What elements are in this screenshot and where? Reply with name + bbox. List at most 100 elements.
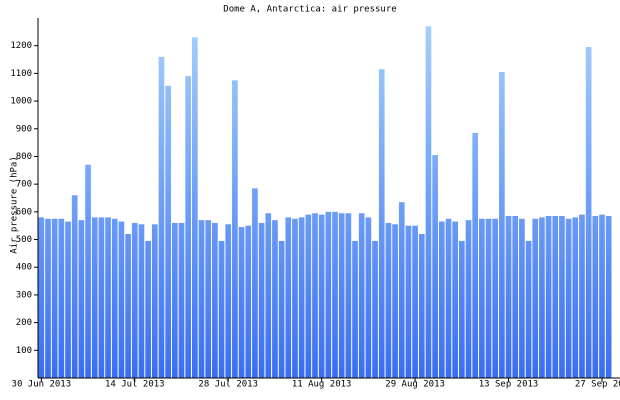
x-tick-label: 13 Sep 2013 <box>479 380 539 390</box>
bar <box>585 47 592 378</box>
bar <box>479 218 485 378</box>
bar <box>111 218 118 378</box>
bar <box>592 216 599 378</box>
bar <box>505 216 512 378</box>
bar <box>458 240 465 378</box>
y-tick-label: 700 <box>16 180 32 190</box>
bar <box>192 37 198 379</box>
x-tick-label: 29 Aug 2013 <box>385 380 445 390</box>
bar <box>138 224 145 378</box>
x-tick-label: 28 Jul 2013 <box>198 380 258 390</box>
bar <box>232 80 238 379</box>
bar <box>445 218 452 378</box>
bar <box>285 217 292 378</box>
bar <box>545 216 552 378</box>
bar <box>58 218 65 378</box>
bar <box>98 217 105 378</box>
bar <box>385 222 392 378</box>
bar <box>298 217 305 378</box>
bar <box>151 224 158 378</box>
bar <box>358 213 365 378</box>
y-tick-label: 200 <box>16 318 32 328</box>
bar <box>205 220 212 378</box>
bar <box>599 214 605 378</box>
bar <box>185 76 192 379</box>
chart-title: Dome A, Antarctica: air pressure <box>223 5 396 15</box>
bar <box>519 218 525 378</box>
bar <box>131 222 138 378</box>
bar <box>465 220 472 378</box>
bar <box>38 217 45 378</box>
y-tick-label: 1200 <box>10 41 32 51</box>
bar <box>565 218 572 378</box>
y-tick-label: 900 <box>16 124 32 134</box>
bar <box>178 222 185 378</box>
bar <box>338 213 345 378</box>
bar <box>425 26 432 379</box>
bar <box>365 217 372 378</box>
bar <box>372 240 378 378</box>
bar <box>278 240 285 378</box>
bar <box>318 214 325 378</box>
bar <box>45 218 51 378</box>
x-tick-label: 27 Sep 201 <box>575 380 620 390</box>
bar <box>165 85 171 378</box>
bar <box>65 221 71 378</box>
bar <box>171 222 178 378</box>
bar <box>78 220 85 378</box>
bar <box>352 240 358 378</box>
x-tick-label: 30 Jun 2013 <box>12 380 72 390</box>
bar <box>125 234 131 378</box>
bar <box>258 222 265 378</box>
y-tick-label: 800 <box>16 152 32 162</box>
y-tick-label: 300 <box>16 290 32 300</box>
bar <box>492 218 499 378</box>
y-tick-label: 400 <box>16 263 32 273</box>
bar <box>85 164 91 378</box>
y-tick-label: 600 <box>16 207 32 217</box>
bar <box>512 216 519 378</box>
bar <box>325 211 332 378</box>
bar <box>539 217 545 378</box>
bar <box>245 225 252 378</box>
y-tick-label: 500 <box>16 235 32 245</box>
bar <box>71 195 78 378</box>
y-tick-label: 1000 <box>10 97 32 107</box>
x-tick-label: 11 Aug 2013 <box>292 380 352 390</box>
bar <box>118 221 125 378</box>
bar <box>452 221 458 378</box>
bar <box>532 218 539 378</box>
bar <box>51 218 58 378</box>
bar <box>272 220 278 378</box>
bar <box>218 240 225 378</box>
x-tick-label: 14 Jul 2013 <box>105 380 165 390</box>
y-axis-label: Air pressure (hPa) <box>10 156 20 254</box>
bar <box>332 211 338 378</box>
bar <box>158 56 165 379</box>
bar <box>605 216 612 378</box>
bar <box>305 214 312 378</box>
bar <box>292 218 298 378</box>
bar <box>145 240 151 378</box>
bar <box>392 224 398 378</box>
bar <box>438 221 445 378</box>
bar <box>418 234 425 378</box>
bar <box>525 240 532 378</box>
bar <box>405 225 412 378</box>
bar <box>198 220 205 378</box>
bar <box>378 69 385 378</box>
bar <box>579 214 585 378</box>
bar <box>252 188 258 378</box>
bar <box>345 213 352 378</box>
bar <box>91 217 98 378</box>
bar <box>238 227 245 378</box>
bar <box>499 72 505 378</box>
y-tick-label: 1100 <box>10 69 32 79</box>
bar <box>312 213 318 378</box>
bar <box>265 213 272 378</box>
bar <box>559 216 565 378</box>
bar <box>225 224 232 378</box>
bar <box>105 217 111 378</box>
